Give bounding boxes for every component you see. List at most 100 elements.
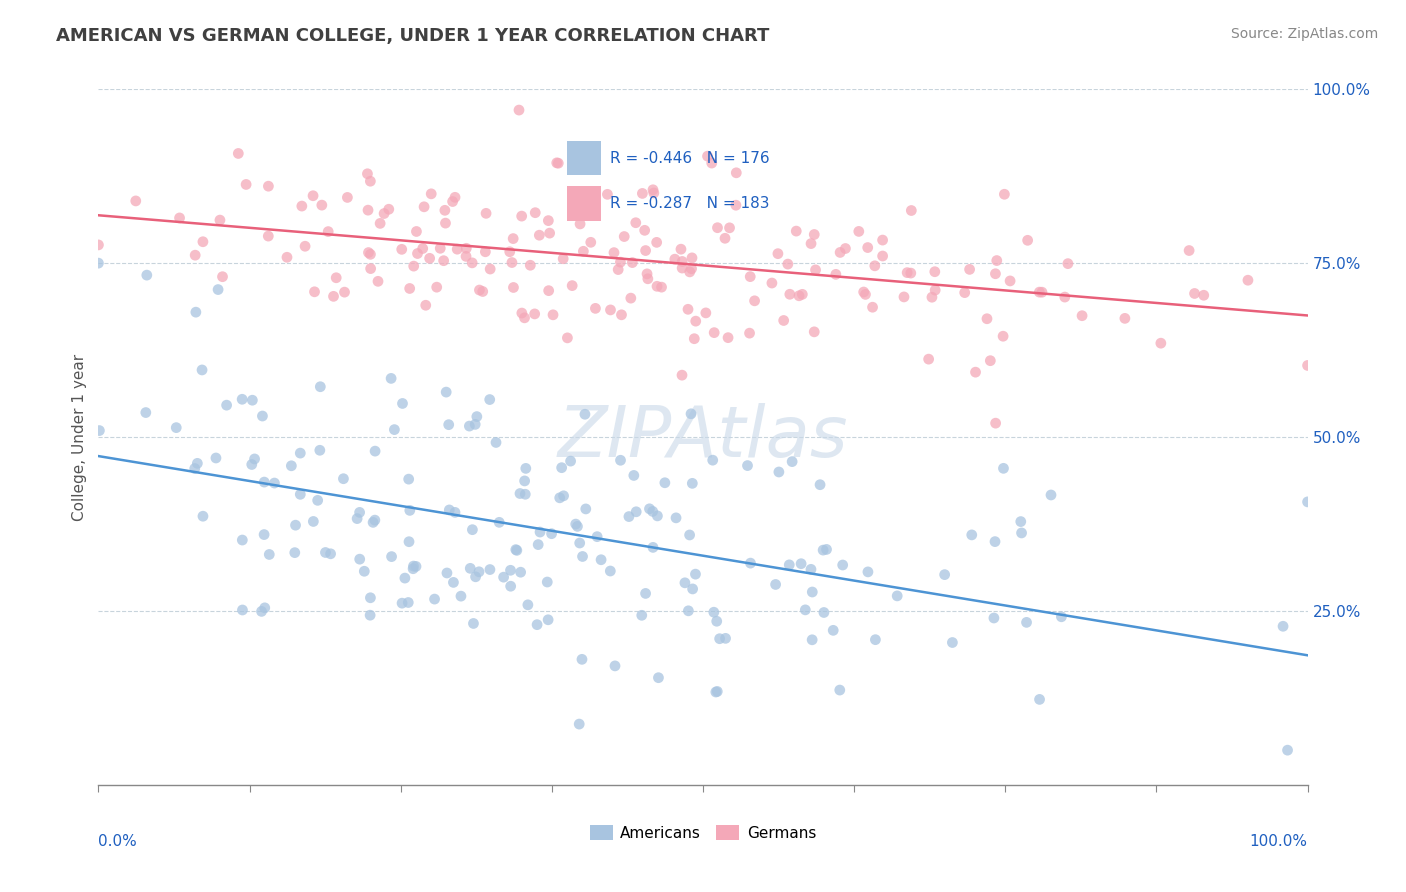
Germans <box>499 244 522 259</box>
Americans <box>831 558 853 572</box>
Germans <box>1192 288 1215 302</box>
Americans <box>778 558 800 572</box>
Germans <box>441 194 464 209</box>
Germans <box>637 272 659 286</box>
Germans <box>357 203 380 218</box>
Americans <box>1277 743 1299 757</box>
Germans <box>685 314 707 328</box>
Germans <box>461 256 484 270</box>
Germans <box>900 266 922 280</box>
Americans <box>811 543 834 558</box>
Germans <box>683 332 706 346</box>
Americans <box>765 577 787 591</box>
Germans <box>706 220 728 235</box>
Americans <box>801 585 824 599</box>
Americans <box>617 509 640 524</box>
Americans <box>540 526 562 541</box>
Germans <box>359 247 381 261</box>
Germans <box>613 229 636 244</box>
Germans <box>1296 359 1319 373</box>
Americans <box>808 477 831 491</box>
Americans <box>165 420 187 434</box>
Germans <box>523 307 546 321</box>
Americans <box>828 683 851 698</box>
Germans <box>368 216 391 230</box>
Americans <box>1040 488 1063 502</box>
Americans <box>586 530 609 544</box>
Americans <box>515 487 537 501</box>
Americans <box>205 450 228 465</box>
Legend: Americans, Germans: Americans, Germans <box>583 819 823 847</box>
Germans <box>413 200 436 214</box>
Americans <box>485 435 508 450</box>
Germans <box>1017 233 1039 247</box>
Germans <box>993 187 1015 202</box>
Germans <box>1071 309 1094 323</box>
Americans <box>856 565 879 579</box>
Americans <box>396 595 419 609</box>
Americans <box>1050 609 1073 624</box>
Americans <box>353 564 375 578</box>
Americans <box>463 616 485 631</box>
Germans <box>359 174 381 188</box>
Americans <box>983 611 1005 625</box>
Americans <box>89 424 111 438</box>
Americans <box>993 461 1015 475</box>
Germans <box>984 416 1007 430</box>
Americans <box>801 632 824 647</box>
Germans <box>776 257 799 271</box>
Germans <box>779 287 801 301</box>
Germans <box>641 183 664 197</box>
Germans <box>998 274 1021 288</box>
Americans <box>259 548 281 562</box>
Americans <box>529 524 551 539</box>
Americans <box>603 659 626 673</box>
Americans <box>478 563 501 577</box>
Americans <box>634 586 657 600</box>
Germans <box>965 365 987 379</box>
Americans <box>679 407 702 421</box>
Germans <box>191 235 214 249</box>
Americans <box>654 475 676 490</box>
Text: Source: ZipAtlas.com: Source: ZipAtlas.com <box>1230 27 1378 41</box>
Germans <box>1237 273 1260 287</box>
Americans <box>319 547 342 561</box>
Germans <box>863 259 886 273</box>
Americans <box>240 458 263 472</box>
Americans <box>253 527 276 541</box>
Americans <box>488 516 510 530</box>
Germans <box>1114 311 1136 326</box>
Americans <box>398 534 420 549</box>
Americans <box>391 596 413 610</box>
Germans <box>766 246 789 260</box>
Americans <box>673 575 696 590</box>
Americans <box>402 559 425 574</box>
Germans <box>991 329 1014 343</box>
Americans <box>624 505 647 519</box>
Americans <box>513 474 536 488</box>
Germans <box>607 262 630 277</box>
Germans <box>304 285 326 299</box>
Germans <box>579 235 602 250</box>
Germans <box>681 261 703 276</box>
Germans <box>738 326 761 340</box>
Germans <box>226 146 249 161</box>
Germans <box>924 265 946 279</box>
Text: 0.0%: 0.0% <box>98 834 138 848</box>
Germans <box>744 293 766 308</box>
Germans <box>125 194 148 208</box>
Americans <box>280 458 302 473</box>
Americans <box>398 503 420 517</box>
Americans <box>492 570 515 584</box>
Germans <box>502 280 524 294</box>
Germans <box>541 308 564 322</box>
Americans <box>553 489 575 503</box>
Americans <box>678 528 700 542</box>
Americans <box>641 504 664 518</box>
Americans <box>380 549 402 564</box>
Americans <box>865 632 887 647</box>
Americans <box>568 717 591 731</box>
Americans <box>1011 525 1033 540</box>
Germans <box>681 251 703 265</box>
Germans <box>645 279 668 293</box>
